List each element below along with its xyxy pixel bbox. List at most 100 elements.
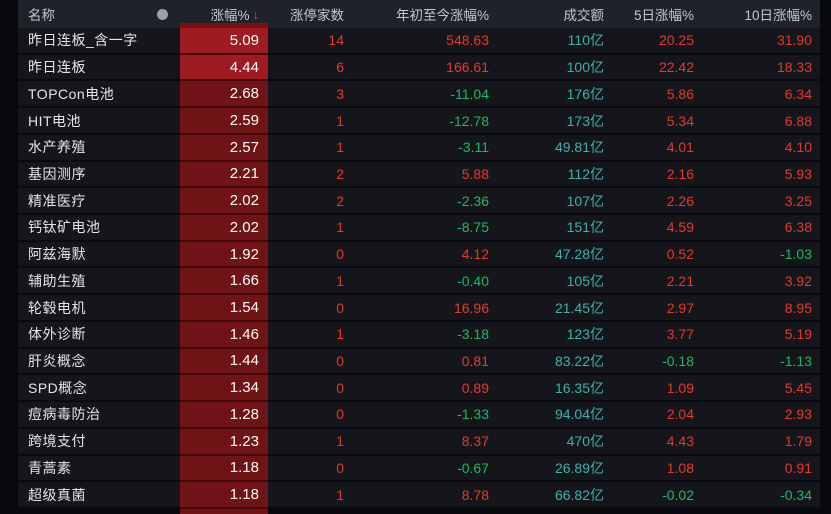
pct-change-cell: 2.59 bbox=[180, 108, 268, 135]
table-row[interactable]: 青蒿素 1.18 0 -0.67 26.89亿 1.08 0.91 bbox=[18, 455, 820, 483]
limit-up-count-cell: 0 bbox=[268, 295, 362, 322]
sector-name: 体外诊断 bbox=[18, 321, 180, 349]
table-row[interactable]: 跨境支付 1.23 1 8.37 470亿 4.43 1.79 bbox=[18, 428, 820, 456]
header-name-label: 名称 bbox=[28, 8, 55, 23]
10day-change-cell: 0.91 bbox=[702, 455, 820, 483]
10day-change-cell: 5.19 bbox=[702, 321, 820, 349]
5day-change-cell: 22.42 bbox=[612, 54, 702, 82]
ytd-change-cell: -0.40 bbox=[362, 268, 497, 296]
10day-change-cell: -1.13 bbox=[702, 348, 820, 376]
header-limit-up-count[interactable]: 涨停家数 bbox=[268, 0, 362, 28]
turnover-cell: 110亿 bbox=[497, 28, 612, 55]
pct-change-cell: 2.21 bbox=[180, 161, 268, 189]
turnover-cell: 173亿 bbox=[497, 108, 612, 135]
10day-change-cell: 31.90 bbox=[702, 28, 820, 55]
header-10day-label: 10日涨幅% bbox=[744, 8, 812, 23]
header-5day-label: 5日涨幅% bbox=[633, 8, 694, 23]
limit-up-count-cell: 1 bbox=[268, 134, 362, 162]
ytd-change-cell: -11.04 bbox=[362, 81, 497, 109]
pct-change-cell: 2.02 bbox=[180, 188, 268, 216]
table-header: 名称 涨幅% ↓ 涨停家数 年初至今涨幅% 成交额 5日涨幅% 10日涨幅% bbox=[18, 0, 820, 28]
table-row[interactable]: 昨日连板 4.44 6 166.61 100亿 22.42 18.33 bbox=[18, 54, 820, 82]
5day-change-cell: 2.04 bbox=[612, 402, 702, 429]
sector-name: SPD概念 bbox=[18, 375, 180, 403]
pct-change-cell: 1.23 bbox=[180, 428, 268, 456]
ytd-change-cell: 16.96 bbox=[362, 295, 497, 322]
5day-change-cell: 4.59 bbox=[612, 215, 702, 242]
pct-change-cell: 1.92 bbox=[180, 241, 268, 269]
table-row[interactable]: 超级真菌 1.18 1 8.78 66.82亿 -0.02 -0.34 bbox=[18, 482, 820, 509]
ytd-change-cell: 0.81 bbox=[362, 348, 497, 376]
10day-change-cell: -0.34 bbox=[702, 482, 820, 509]
pct-change-cell: 1.66 bbox=[180, 268, 268, 296]
pct-change-cell: 1.44 bbox=[180, 348, 268, 376]
5day-change-cell: 2.16 bbox=[612, 161, 702, 189]
header-5day-change[interactable]: 5日涨幅% bbox=[612, 0, 702, 28]
pct-change-cell: 1.28 bbox=[180, 402, 268, 429]
pct-change-cell: 1.18 bbox=[180, 482, 268, 509]
table-row[interactable]: 基因测序 2.21 2 5.88 112亿 2.16 5.93 bbox=[18, 161, 820, 189]
10day-change-cell: 8.95 bbox=[702, 295, 820, 322]
turnover-cell: 151亿 bbox=[497, 215, 612, 242]
sort-desc-icon: ↓ bbox=[252, 6, 260, 22]
ytd-change-cell: -3.18 bbox=[362, 321, 497, 349]
limit-up-count-cell: 1 bbox=[268, 268, 362, 296]
10day-change-cell: 3.92 bbox=[702, 268, 820, 296]
table-row[interactable]: 钙钛矿电池 2.02 1 -8.75 151亿 4.59 6.38 bbox=[18, 215, 820, 242]
header-ytd-change[interactable]: 年初至今涨幅% bbox=[362, 0, 497, 28]
table-row[interactable]: 肝炎概念 1.44 0 0.81 83.22亿 -0.18 -1.13 bbox=[18, 348, 820, 376]
5day-change-cell: 1.08 bbox=[612, 455, 702, 483]
limit-up-count-cell: 2 bbox=[268, 161, 362, 189]
table-row[interactable]: 水产养殖 2.57 1 -3.11 49.81亿 4.01 4.10 bbox=[18, 134, 820, 162]
header-10day-change[interactable]: 10日涨幅% bbox=[702, 0, 820, 28]
sector-name: 青蒿素 bbox=[18, 455, 180, 483]
header-pct-change[interactable]: 涨幅% ↓ bbox=[180, 0, 268, 28]
table-row[interactable]: HIT电池 2.59 1 -12.78 173亿 5.34 6.88 bbox=[18, 108, 820, 135]
ytd-change-cell: -1.33 bbox=[362, 402, 497, 429]
5day-change-cell: -0.02 bbox=[612, 482, 702, 509]
marker-dot-icon[interactable] bbox=[157, 8, 168, 20]
pct-change-cell: 1.46 bbox=[180, 321, 268, 349]
turnover-cell: 94.04亿 bbox=[497, 402, 612, 429]
limit-up-count-cell: 1 bbox=[268, 428, 362, 456]
table-row[interactable]: TOPCon电池 2.68 3 -11.04 176亿 5.86 6.34 bbox=[18, 81, 820, 109]
ytd-change-cell: 4.12 bbox=[362, 241, 497, 269]
10day-change-cell: 6.38 bbox=[702, 215, 820, 242]
table-row[interactable]: 轮毂电机 1.54 0 16.96 21.45亿 2.97 8.95 bbox=[18, 295, 820, 322]
header-name[interactable]: 名称 bbox=[18, 0, 180, 28]
sector-name: 阿兹海默 bbox=[18, 241, 180, 269]
table-row[interactable]: 辅助生殖 1.66 1 -0.40 105亿 2.21 3.92 bbox=[18, 268, 820, 296]
table-row[interactable]: 阿兹海默 1.92 0 4.12 47.28亿 0.52 -1.03 bbox=[18, 241, 820, 269]
ytd-change-cell: -3.11 bbox=[362, 134, 497, 162]
header-pct-label: 涨幅% bbox=[210, 8, 250, 23]
table-row[interactable]: 痘病毒防治 1.28 0 -1.33 94.04亿 2.04 2.93 bbox=[18, 402, 820, 429]
header-limit-up-label: 涨停家数 bbox=[290, 8, 344, 23]
table-row[interactable]: SPD概念 1.34 0 0.89 16.35亿 1.09 5.45 bbox=[18, 375, 820, 403]
turnover-cell: 470亿 bbox=[497, 428, 612, 456]
sector-name: TOPCon电池 bbox=[18, 81, 180, 109]
pct-change-cell: 2.68 bbox=[180, 81, 268, 109]
limit-up-count-cell: 0 bbox=[268, 375, 362, 403]
header-turnover[interactable]: 成交额 bbox=[497, 0, 612, 28]
table-row[interactable]: 精准医疗 2.02 2 -2.36 107亿 2.26 3.25 bbox=[18, 188, 820, 216]
turnover-cell: 16.35亿 bbox=[497, 375, 612, 403]
ytd-change-cell: 8.78 bbox=[362, 482, 497, 509]
10day-change-cell: 18.33 bbox=[702, 54, 820, 82]
5day-change-cell: 20.25 bbox=[612, 28, 702, 55]
table-row[interactable]: 昨日连板_含一字 5.09 14 548.63 110亿 20.25 31.90 bbox=[18, 28, 820, 55]
turnover-cell: 107亿 bbox=[497, 188, 612, 216]
pct-change-cell: 1.18 bbox=[180, 455, 268, 483]
pct-change-cell: 1.54 bbox=[180, 295, 268, 322]
10day-change-cell: 5.45 bbox=[702, 375, 820, 403]
10day-change-cell: 3.25 bbox=[702, 188, 820, 216]
limit-up-count-cell: 3 bbox=[268, 81, 362, 109]
10day-change-cell: 4.10 bbox=[702, 134, 820, 162]
5day-change-cell: 2.26 bbox=[612, 188, 702, 216]
turnover-cell: 176亿 bbox=[497, 81, 612, 109]
header-ytd-label: 年初至今涨幅% bbox=[395, 8, 489, 23]
limit-up-count-cell: 2 bbox=[268, 188, 362, 216]
10day-change-cell: 5.93 bbox=[702, 161, 820, 189]
table-row[interactable]: 体外诊断 1.46 1 -3.18 123亿 3.77 5.19 bbox=[18, 321, 820, 349]
sector-name: 跨境支付 bbox=[18, 428, 180, 456]
5day-change-cell: 2.21 bbox=[612, 268, 702, 296]
